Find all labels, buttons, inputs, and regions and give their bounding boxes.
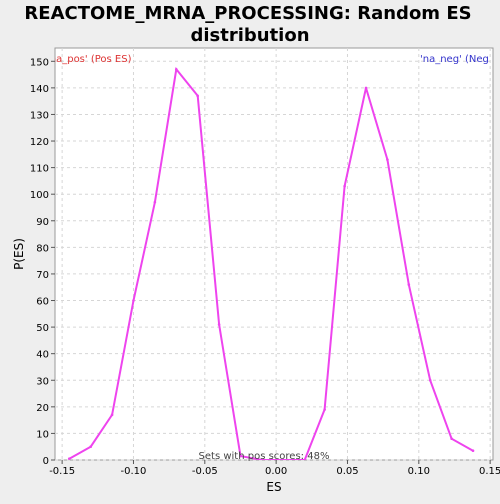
chart-title-line1: REACTOME_MRNA_PROCESSING: Random ES xyxy=(24,3,471,24)
grid-lines xyxy=(55,48,493,461)
data-point xyxy=(67,457,71,460)
y-tick-label: 10 xyxy=(36,429,49,440)
chart-title-line2: distribution xyxy=(190,25,309,46)
y-tick-label: 140 xyxy=(30,84,49,95)
data-point xyxy=(196,94,199,98)
data-point xyxy=(260,458,264,460)
neg-es-label: 'na_neg' (Neg ES) xyxy=(420,54,500,65)
data-point xyxy=(239,454,242,458)
x-tick-label: -0.15 xyxy=(49,466,75,477)
data-point xyxy=(471,449,475,452)
x-tick-label: 0.10 xyxy=(408,466,430,477)
axes: 0 10 20 30 40 50 60 70 80 90 100 110 120 130 140 150 -0.… xyxy=(30,57,500,477)
x-tick-label: 0.05 xyxy=(336,466,358,477)
x-tick-label: -0.05 xyxy=(192,466,218,477)
data-point xyxy=(89,445,92,449)
data-point xyxy=(428,378,432,382)
y-tick-label: 130 xyxy=(30,110,49,121)
x-axis-label: ES xyxy=(266,480,281,494)
series-group xyxy=(67,66,475,460)
data-point xyxy=(153,200,157,204)
data-point xyxy=(343,184,346,188)
data-point xyxy=(364,86,368,90)
data-point xyxy=(217,323,221,326)
data-point xyxy=(407,283,411,286)
y-tick-label: 70 xyxy=(36,270,49,281)
y-tick-label: 0 xyxy=(43,456,49,467)
bottom-note: Sets with pos scores: 48% xyxy=(199,451,330,462)
y-tick-label: 80 xyxy=(36,243,49,254)
x-tick-label: 0.15 xyxy=(479,466,500,477)
data-point xyxy=(386,158,389,161)
y-tick-label: 120 xyxy=(30,137,49,148)
data-point xyxy=(132,299,135,302)
data-point xyxy=(281,458,285,460)
y-tick-label: 60 xyxy=(36,297,49,308)
x-tick-label: -0.10 xyxy=(121,466,147,477)
series-line xyxy=(68,66,474,460)
y-axis-label: P(ES) xyxy=(12,238,26,270)
y-tick-label: 20 xyxy=(36,403,49,414)
x-tick-label: 0.00 xyxy=(265,466,287,477)
data-point xyxy=(323,408,326,411)
y-tick-label: 40 xyxy=(36,350,49,361)
data-point xyxy=(110,413,114,417)
y-tick-label: 90 xyxy=(36,217,49,228)
data-point xyxy=(174,67,178,71)
y-tick-label: 30 xyxy=(36,376,49,387)
plot-area xyxy=(54,47,494,461)
y-tick-label: 50 xyxy=(36,323,49,334)
y-tick-label: 110 xyxy=(30,164,49,175)
data-point xyxy=(450,437,453,441)
y-tick-label: 100 xyxy=(30,190,49,201)
data-point xyxy=(303,458,306,460)
y-tick-label: 150 xyxy=(30,57,49,68)
pos-es-label: 'na_pos' (Pos ES) xyxy=(47,54,132,65)
